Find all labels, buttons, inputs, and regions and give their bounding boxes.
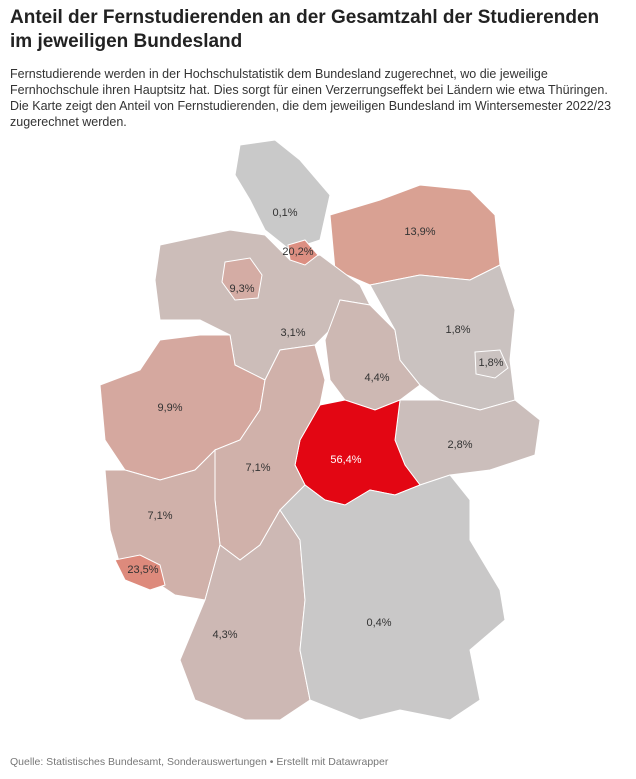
region (114, 554, 166, 591)
value-label: 9,3% (229, 283, 254, 295)
value-label: 3,1% (280, 327, 305, 339)
value-label: 7,1% (147, 510, 172, 522)
value-label: 9,9% (157, 402, 182, 414)
value-label: 0,1% (272, 207, 297, 219)
value-label: 20,2% (282, 246, 313, 258)
title: Anteil der Fernstudierenden an der Gesam… (10, 7, 600, 52)
region (154, 229, 371, 381)
region (287, 239, 319, 266)
value-label: 4,4% (364, 372, 389, 384)
value-label: 7,1% (245, 462, 270, 474)
value-label: 23,5% (127, 564, 158, 576)
source: Quelle: Statistisches Bundesamt, Sondera… (10, 756, 389, 768)
value-label: 0,4% (366, 617, 391, 629)
value-label: 1,8% (445, 324, 470, 336)
value-label: 4,3% (212, 629, 237, 641)
region (279, 474, 506, 721)
region (474, 349, 509, 379)
value-label: 1,8% (478, 357, 503, 369)
region (221, 257, 263, 301)
value-label: 13,9% (404, 226, 435, 238)
value-label: 56,4% (330, 454, 361, 466)
subtitle: Fernstudierende werden in der Hochschuls… (10, 67, 612, 129)
value-label: 2,8% (447, 439, 472, 451)
